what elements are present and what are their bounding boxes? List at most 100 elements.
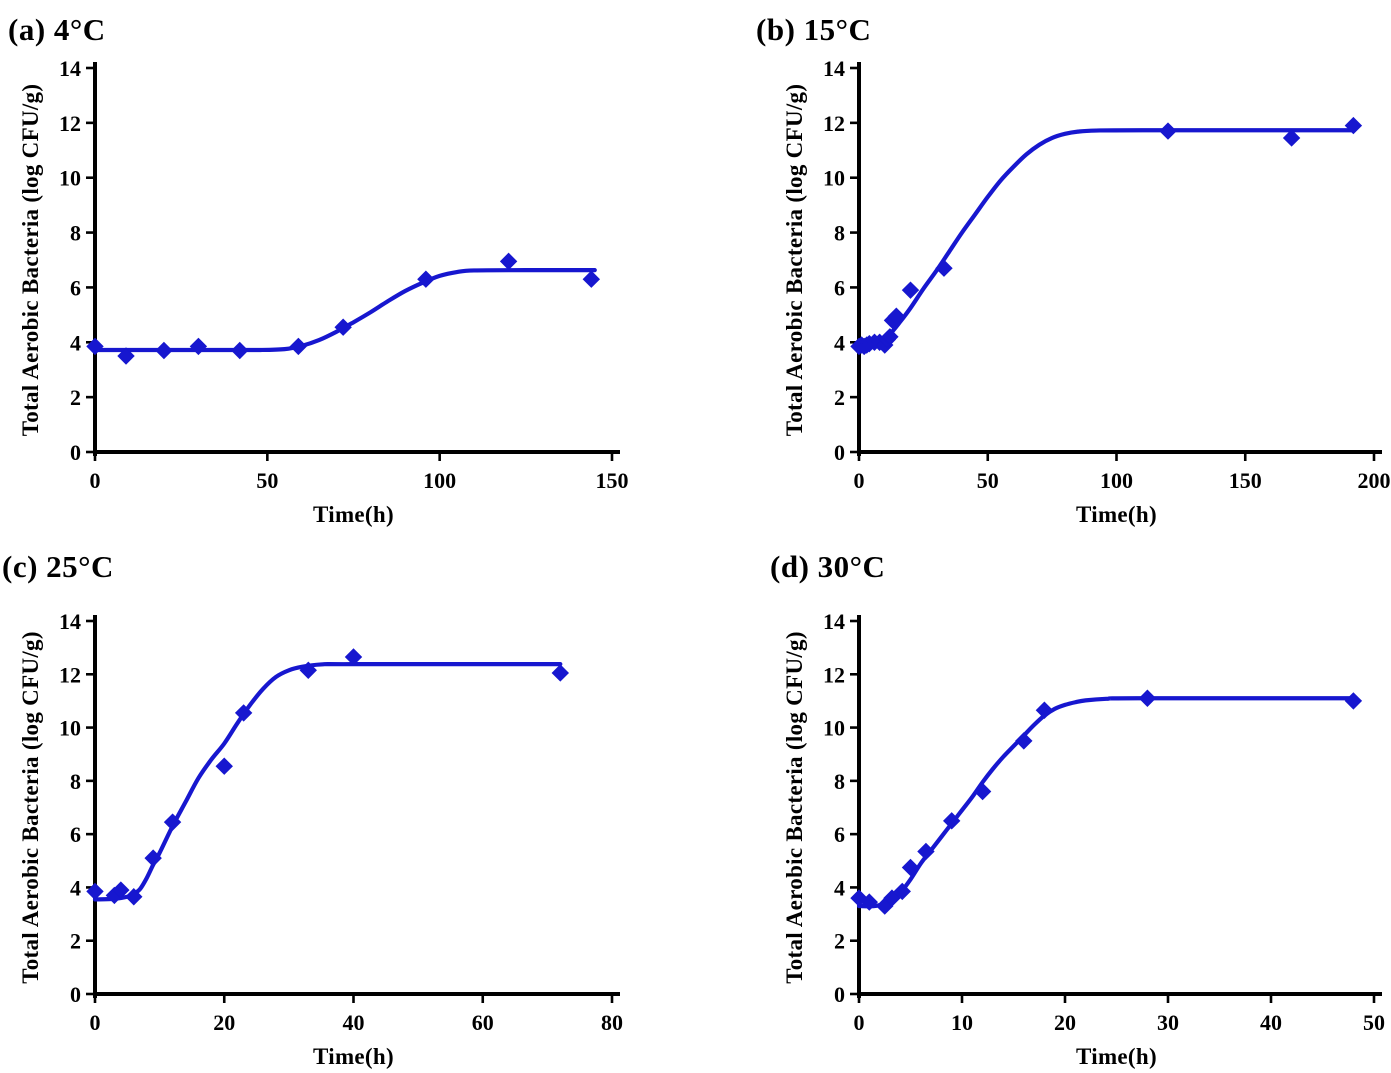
y-tick-label: 10: [59, 716, 81, 741]
y-tick-label: 4: [70, 875, 81, 900]
data-point: [112, 881, 130, 899]
data-point: [1035, 701, 1054, 719]
panel-30c: (d) 30°C 0 10 20 30 40 50 0 2 4 6 8 10 12 14 Time(h) To…: [696, 537, 1391, 1073]
x-tick-label: 0: [854, 1010, 865, 1035]
data-point: [901, 858, 920, 877]
data-point: [117, 347, 135, 365]
data-point: [850, 889, 868, 907]
data-point: [215, 757, 233, 775]
y-tick-label: 0: [70, 982, 81, 1007]
y-tick-label: 12: [59, 111, 81, 136]
x-axis-title: Time(h): [1076, 1044, 1157, 1069]
data-point: [344, 648, 363, 666]
y-tick-label: 8: [70, 769, 81, 794]
data-point: [1159, 122, 1177, 140]
y-tick-label: 6: [70, 275, 81, 300]
y-axis-title: Total Aerobic Bacteria (log CFU/g): [18, 631, 43, 984]
data-point: [935, 259, 953, 277]
x-tick-label: 0: [90, 468, 101, 493]
panel-30c-title: (d) 30°C: [770, 549, 886, 584]
x-tick-label: 20: [213, 1010, 235, 1035]
y-tick-label: 14: [823, 609, 845, 634]
y-tick-label: 12: [823, 662, 845, 687]
y-tick-label: 12: [823, 111, 845, 136]
data-point: [231, 341, 249, 360]
panel-4c: (a) 4°C 0 50 100 150 0 2 4 6 8 10 12 14 Time(h) Total…: [0, 0, 695, 536]
data-point: [551, 664, 570, 682]
panel-15c-chart-canvas: 0 50 100 150 200 0 2 4 6 8 10 12 14 Time(h) Total Aero…: [782, 56, 1391, 527]
y-tick-label: 8: [834, 769, 845, 794]
data-point: [917, 842, 935, 861]
data-point: [893, 882, 911, 901]
data-point: [860, 893, 879, 911]
x-axis-title: Time(h): [1076, 502, 1157, 527]
y-tick-label: 14: [59, 56, 81, 81]
x-tick-label: 40: [1260, 1010, 1282, 1035]
data-point: [1344, 116, 1363, 135]
x-tick-label: 150: [1229, 468, 1262, 493]
y-tick-label: 0: [70, 440, 81, 465]
y-tick-label: 10: [59, 166, 81, 191]
y-tick-label: 6: [70, 822, 81, 847]
data-point: [887, 307, 906, 325]
y-tick-label: 6: [834, 275, 845, 300]
y-tick-label: 0: [834, 440, 845, 465]
y-tick-label: 0: [834, 982, 845, 1007]
y-tick-label: 10: [823, 166, 845, 191]
x-tick-label: 50: [256, 468, 278, 493]
data-point: [189, 337, 208, 356]
data-point: [1138, 689, 1157, 707]
data-point: [155, 341, 173, 360]
data-point: [1282, 129, 1301, 147]
data-point: [86, 337, 104, 356]
fit-curve: [92, 662, 563, 902]
y-axis-title: Total Aerobic Bacteria (log CFU/g): [782, 84, 807, 437]
data-point: [144, 849, 162, 867]
fit-curve: [856, 696, 1356, 909]
x-tick-label: 0: [90, 1010, 101, 1035]
y-tick-label: 4: [834, 875, 845, 900]
y-tick-label: 4: [70, 330, 81, 355]
data-point: [234, 704, 253, 722]
x-tick-label: 40: [343, 1010, 365, 1035]
data-point: [883, 889, 901, 907]
x-tick-label: 80: [601, 1010, 623, 1035]
x-tick-label: 100: [1100, 468, 1133, 493]
data-point: [881, 328, 899, 346]
fit-curve: [856, 128, 1356, 350]
data-point: [942, 812, 961, 830]
data-point: [499, 252, 518, 271]
x-tick-label: 60: [472, 1010, 494, 1035]
x-tick-label: 0: [854, 468, 865, 493]
panel-25c-title: (c) 25°C: [2, 549, 114, 584]
data-point: [289, 337, 308, 356]
y-tick-label: 6: [834, 822, 845, 847]
panel-25c-chart-canvas: 0 20 40 60 80 0 2 4 6 8 10 12 14 Time(h) Total Aerobic…: [18, 609, 623, 1069]
panel-15c-title: (b) 15°C: [756, 12, 872, 47]
x-tick-label: 200: [1358, 468, 1391, 493]
y-tick-label: 12: [59, 662, 81, 687]
y-tick-label: 14: [823, 56, 845, 81]
y-tick-label: 4: [834, 330, 845, 355]
x-tick-label: 50: [977, 468, 999, 493]
panel-30c-chart-canvas: 0 10 20 30 40 50 0 2 4 6 8 10 12 14 Time(h) Total Aerob…: [782, 609, 1385, 1069]
x-tick-label: 30: [1157, 1010, 1179, 1035]
y-tick-label: 8: [70, 221, 81, 246]
fit-curve: [92, 268, 597, 353]
x-tick-label: 20: [1054, 1010, 1076, 1035]
y-tick-label: 2: [70, 929, 81, 954]
x-axis-title: Time(h): [313, 502, 394, 527]
x-tick-label: 100: [423, 468, 456, 493]
y-tick-label: 2: [834, 929, 845, 954]
panel-25c: (c) 25°C 0 20 40 60 80 0 2 4 6 8 10 12 14 Time(h) Tota…: [0, 537, 695, 1073]
data-point: [973, 782, 992, 801]
panel-15c: (b) 15°C 0 50 100 150 200 0 2 4 6 8 10 12 14 Time(h) T…: [696, 0, 1391, 536]
y-axis-title: Total Aerobic Bacteria (log CFU/g): [782, 631, 807, 984]
y-tick-label: 2: [70, 385, 81, 410]
x-tick-label: 50: [1363, 1010, 1385, 1035]
data-point: [1015, 732, 1033, 750]
data-point: [417, 270, 435, 288]
x-axis-title: Time(h): [313, 1044, 394, 1069]
data-point: [334, 318, 352, 336]
